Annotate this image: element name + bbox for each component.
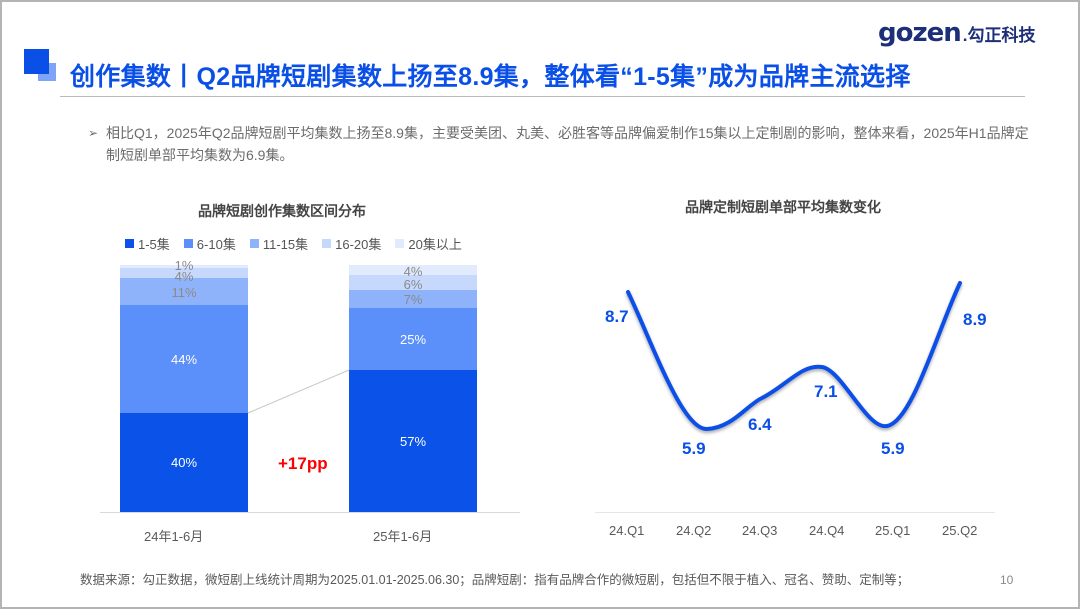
legend-item-16-20: 16-20集: [322, 234, 381, 253]
x-tick-label: 24年1-6月: [144, 529, 204, 544]
bar-chart-title: 品牌短剧创作集数区间分布: [198, 203, 366, 219]
point-label: 5.9: [682, 439, 706, 458]
title-square-icon-front: [24, 49, 49, 74]
bar-segment-6-10: 25%: [349, 308, 477, 370]
page-number: 10: [1000, 573, 1014, 587]
bar-segment-6-10: 44%: [120, 305, 248, 413]
summary-text: 相比Q1，2025年Q2品牌短剧平均集数上扬至8.9集，主要受美团、丸美、必胜客…: [106, 125, 1029, 163]
data-label: 7%: [403, 292, 423, 307]
x-tick-label: 24.Q3: [742, 523, 778, 538]
summary-bullet: ➢ 相比Q1，2025年Q2品牌短剧平均集数上扬至8.9集，主要受美团、丸美、必…: [88, 122, 1038, 166]
title-divider: [60, 96, 1025, 97]
legend-swatch: [322, 239, 332, 248]
logo-cn: .勾正科技: [962, 25, 1036, 45]
data-label: 4%: [174, 269, 194, 284]
gozen-logo: gozen .勾正科技: [878, 18, 1035, 48]
bullet-arrow-icon: ➢: [88, 126, 99, 140]
x-tick-label: 25.Q1: [875, 523, 911, 538]
legend-swatch: [249, 239, 259, 248]
bar-segment-11-15: [349, 290, 477, 308]
data-label: 4%: [403, 264, 423, 279]
legend-item-1-5: 1-5集: [125, 234, 170, 253]
data-label: 57%: [399, 433, 427, 449]
legend-label: 11-15集: [262, 237, 309, 252]
legend-swatch: [125, 239, 134, 248]
data-label: 40%: [170, 455, 198, 470]
page-title: 创作集数丨Q2品牌短剧集数上扬至8.9集，整体看“1-5集”成为品牌主流选择: [70, 63, 911, 91]
legend-label: 1-5集: [138, 237, 170, 252]
x-tick-label: 24.Q1: [609, 523, 645, 538]
bar-segment-16-20: [120, 268, 248, 278]
bar-segment-20plus: [120, 265, 248, 268]
point-label: 8.7: [605, 307, 629, 326]
bar-segment-11-15: [120, 278, 248, 305]
line-chart-title: 品牌定制短剧单部平均集数变化: [685, 199, 881, 215]
legend-label: 20集以上: [408, 237, 462, 252]
data-label: 1%: [174, 258, 194, 273]
bar-segment-1-5: 40%: [120, 413, 248, 512]
data-label: 11%: [171, 285, 197, 300]
legend-swatch: [395, 239, 405, 248]
delta-annotation: +17pp: [278, 454, 328, 473]
bar-x-axis: [100, 512, 520, 513]
data-label: 44%: [170, 351, 198, 367]
data-label: 25%: [399, 331, 427, 347]
legend-item-20plus: 20集以上: [395, 234, 462, 253]
legend-swatch: [183, 239, 193, 248]
logo-mark: gozen: [878, 18, 962, 48]
x-tick-label: 25.Q2: [942, 523, 978, 538]
x-tick-label: 24.Q4: [809, 523, 845, 538]
bar-segment-1-5: 57%: [349, 370, 477, 512]
point-label: 5.9: [881, 439, 905, 458]
line-x-axis: [595, 512, 995, 513]
bar-segment-20plus: [349, 265, 477, 275]
bar-segment-16-20: [349, 275, 477, 290]
point-label: 8.9: [963, 310, 987, 329]
point-label: 6.4: [748, 415, 772, 434]
point-label: 7.1: [814, 382, 838, 401]
bar-chart-legend: 1-5集 6-10集 11-15集 16-20集 20集以上: [125, 234, 462, 253]
x-tick-label: 24.Q2: [676, 523, 712, 538]
data-source-note: 数据来源：勾正数据，微短剧上线统计周期为2025.01.01-2025.06.3…: [80, 573, 910, 587]
x-tick-label: 25年1-6月: [373, 529, 433, 544]
legend-item-11-15: 11-15集: [249, 234, 309, 253]
data-label: 6%: [403, 277, 423, 292]
legend-item-6-10: 6-10集: [183, 234, 236, 253]
legend-label: 16-20集: [335, 237, 382, 252]
legend-label: 6-10集: [196, 237, 236, 252]
